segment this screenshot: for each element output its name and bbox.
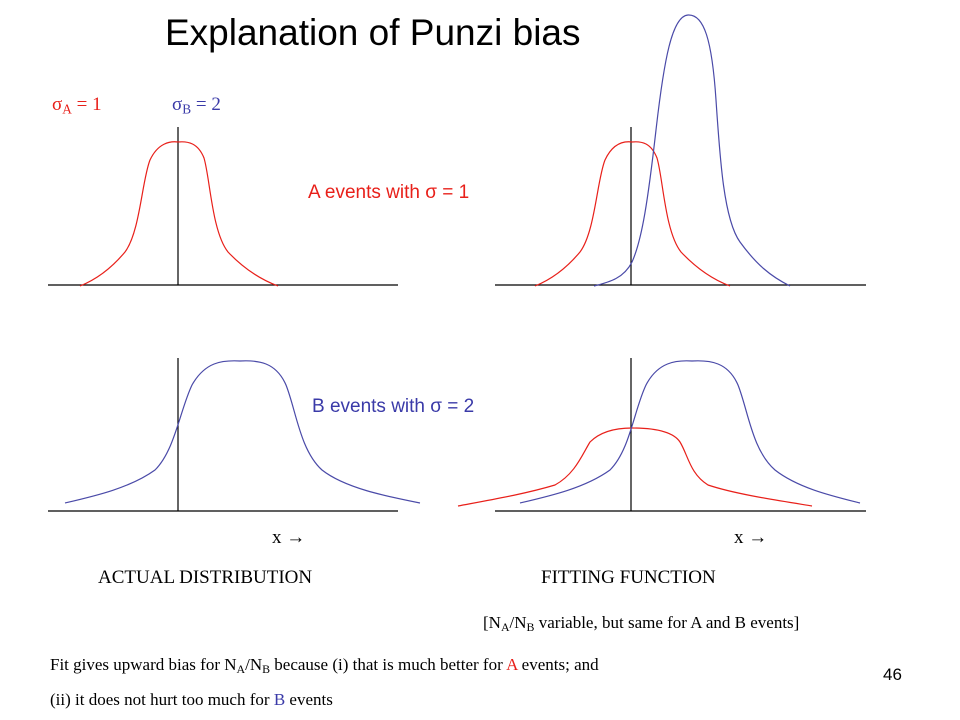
curve-b-fit-red: [457, 427, 813, 507]
conclusion-1-pre: Fit gives upward bias for N: [50, 655, 237, 674]
x-axis-arrow-left: x →: [272, 527, 306, 548]
caption-fitting-function: FITTING FUNCTION: [541, 567, 716, 588]
curve-a-actual: [79, 141, 279, 287]
conclusion-line-1: Fit gives upward bias for NA/NB because …: [50, 655, 599, 675]
sigma-b-subscript: B: [182, 101, 192, 117]
panel-top-right: [495, 14, 866, 287]
note-mid: /N: [509, 613, 527, 632]
a-events-label: A events with σ = 1: [308, 182, 470, 203]
note-sub-a: A: [500, 619, 510, 634]
caption-actual-distribution: ACTUAL DISTRIBUTION: [98, 567, 313, 588]
note-rest: variable, but same for A and B events]: [534, 613, 800, 632]
conclusion-2-end: events: [285, 690, 333, 709]
conclusion-1-highlight-a: A: [506, 655, 518, 674]
conclusion-2-highlight-b: B: [273, 690, 286, 709]
sigma-b-value: = 2: [191, 94, 221, 115]
curve-a-fit-blue: [593, 14, 791, 287]
conclusion-2-pre: (ii) it does not hurt too much for: [50, 690, 274, 709]
conclusion-1-sub-a: A: [236, 661, 246, 676]
curve-b-actual: [64, 360, 421, 504]
conclusion-1-post: because (i) that is much better for: [270, 655, 507, 674]
sigma-b-symbol: σ: [172, 94, 183, 115]
conclusion-line-2: (ii) it does not hurt too much for B eve…: [50, 690, 333, 710]
page-title: Explanation of Punzi bias: [165, 12, 581, 53]
note-open: [N: [483, 613, 501, 632]
note-sub-b: B: [526, 619, 535, 634]
b-events-label: B events with σ = 2: [312, 396, 475, 417]
curve-a-fit-red: [534, 141, 731, 287]
conclusion-1-sub-b: B: [262, 661, 271, 676]
panel-bottom-left: [48, 358, 421, 512]
note-line: [NA/NB variable, but same for A and B ev…: [483, 613, 799, 633]
panel-bottom-right: [457, 358, 866, 512]
conclusion-1-mid: /N: [245, 655, 263, 674]
page-number: 46: [883, 665, 902, 684]
sigma-a-subscript: A: [62, 101, 72, 117]
sigma-a-value: = 1: [71, 94, 102, 115]
sigma-a-label: σA = 1: [52, 94, 102, 116]
sigma-b-label: σB = 2: [172, 94, 221, 116]
sigma-a-symbol: σ: [52, 94, 63, 115]
conclusion-1-end: events; and: [517, 655, 599, 674]
panel-top-left: [48, 127, 398, 287]
x-axis-arrow-right: x →: [734, 527, 768, 548]
curve-b-fit-blue: [519, 360, 861, 504]
